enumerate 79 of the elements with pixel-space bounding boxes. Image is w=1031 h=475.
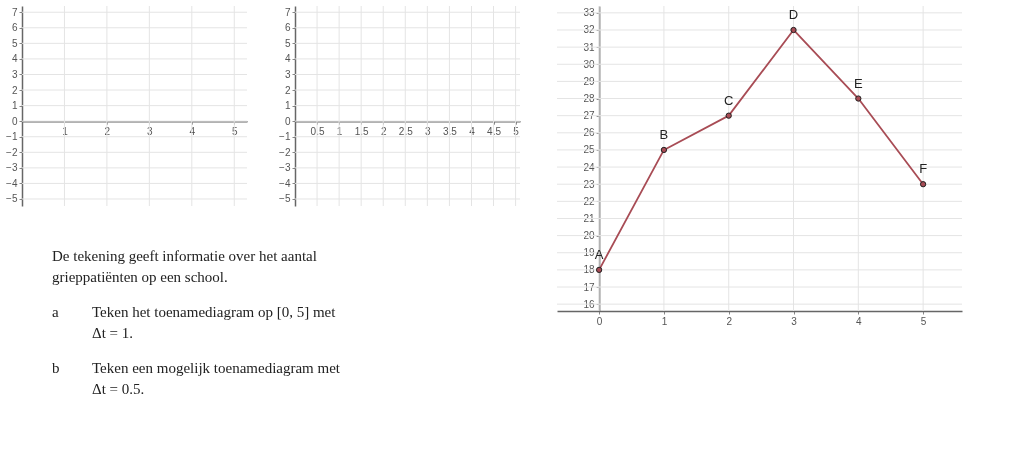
x-tick-label: 1.5: [354, 125, 370, 137]
x-tick-label: 4.5: [487, 125, 502, 137]
x-tick-label: 4: [856, 315, 863, 327]
y-tick-label: −4: [6, 177, 18, 189]
y-tick-label: 26: [583, 127, 596, 139]
y-tick-label: 1: [11, 100, 18, 112]
text: Teken een mogelijk toenamediagram met Δt = 0.5.: [92, 360, 341, 397]
x-tick-label: 5: [231, 125, 238, 137]
x-tick-label: 0.5: [310, 125, 325, 137]
x-tick-label: 5: [513, 125, 520, 137]
y-tick-label: 3: [11, 68, 18, 80]
y-tick-label: 0: [284, 115, 291, 127]
text: b: [52, 360, 60, 376]
text: a: [52, 304, 59, 320]
y-tick-label: 5: [11, 37, 18, 49]
x-tick-label: 2: [726, 315, 733, 327]
x-tick-label: 4: [189, 125, 196, 137]
x-tick-label: 1: [336, 125, 343, 137]
y-tick-label: 5: [284, 37, 291, 49]
y-tick-label: 20: [583, 230, 596, 242]
annotation: C: [724, 92, 734, 108]
y-tick-label: −3: [279, 162, 291, 174]
point: [595, 266, 603, 274]
point: [660, 146, 668, 154]
y-tick-label: −5: [279, 193, 291, 205]
y-tick-label: 31: [583, 41, 596, 53]
x-tick-label: 3.5: [442, 125, 458, 137]
point: [919, 181, 927, 188]
x-tick-label: 3: [147, 125, 154, 137]
y-tick-label: 32: [583, 24, 596, 36]
x-tick-label: 5: [920, 315, 927, 327]
y-tick-label: −1: [6, 131, 18, 143]
y-tick-label: −5: [6, 193, 18, 205]
y-tick-label: 2: [284, 84, 291, 96]
y-tick-label: −2: [279, 146, 291, 158]
y-tick-label: 21: [583, 212, 596, 224]
y-tick-label: 3: [284, 68, 291, 80]
y-tick-label: 6: [11, 22, 18, 34]
y-tick-label: 7: [11, 6, 18, 18]
y-tick-label: 24: [583, 161, 596, 173]
x-tick-label: 2: [380, 125, 387, 137]
y-tick-label: 0: [11, 115, 18, 127]
y-tick-label: 19: [583, 247, 596, 259]
y-tick-label: 17: [583, 281, 596, 293]
y-tick-label: 25: [583, 144, 596, 156]
text: De tekening geeft informatie over het aantal grieppatiënten op een school.: [52, 248, 317, 285]
x-tick-label: 3: [791, 315, 798, 327]
y-tick-label: −2: [6, 146, 18, 158]
annotation: A: [594, 246, 604, 262]
point: [855, 95, 862, 102]
annotation: E: [853, 75, 863, 91]
y-tick-label: 16: [583, 298, 596, 310]
y-tick-label: 1: [284, 100, 291, 112]
annotation: F: [919, 161, 928, 177]
annotation: D: [788, 6, 799, 22]
y-tick-label: 2: [11, 84, 18, 96]
y-tick-label: 33: [583, 7, 596, 19]
y-tick-label: −1: [279, 131, 291, 143]
x-tick-label: 2: [104, 125, 111, 137]
y-tick-label: 18: [583, 264, 596, 276]
x-tick-label: 3: [425, 125, 432, 137]
x-tick-label: 1: [62, 125, 69, 137]
y-tick-label: −3: [6, 162, 18, 174]
y-tick-label: 23: [583, 178, 596, 190]
x-tick-label: 1: [661, 315, 668, 327]
point: [790, 26, 797, 34]
y-tick-label: 27: [583, 110, 596, 122]
y-tick-label: 7: [284, 6, 291, 18]
x-tick-label: 2.5: [398, 125, 414, 137]
y-tick-label: 4: [284, 53, 291, 65]
y-tick-label: 29: [583, 75, 596, 87]
y-tick-label: 30: [583, 58, 596, 70]
y-tick-label: 22: [583, 195, 596, 207]
y-tick-label: 4: [11, 53, 18, 65]
y-tick-label: 6: [284, 22, 291, 34]
point: [725, 112, 732, 119]
y-tick-label: −4: [279, 177, 291, 189]
text: Teken het toenamediagram op [0, 5] met Δt = 1.: [92, 304, 337, 341]
annotation: B: [659, 126, 669, 142]
